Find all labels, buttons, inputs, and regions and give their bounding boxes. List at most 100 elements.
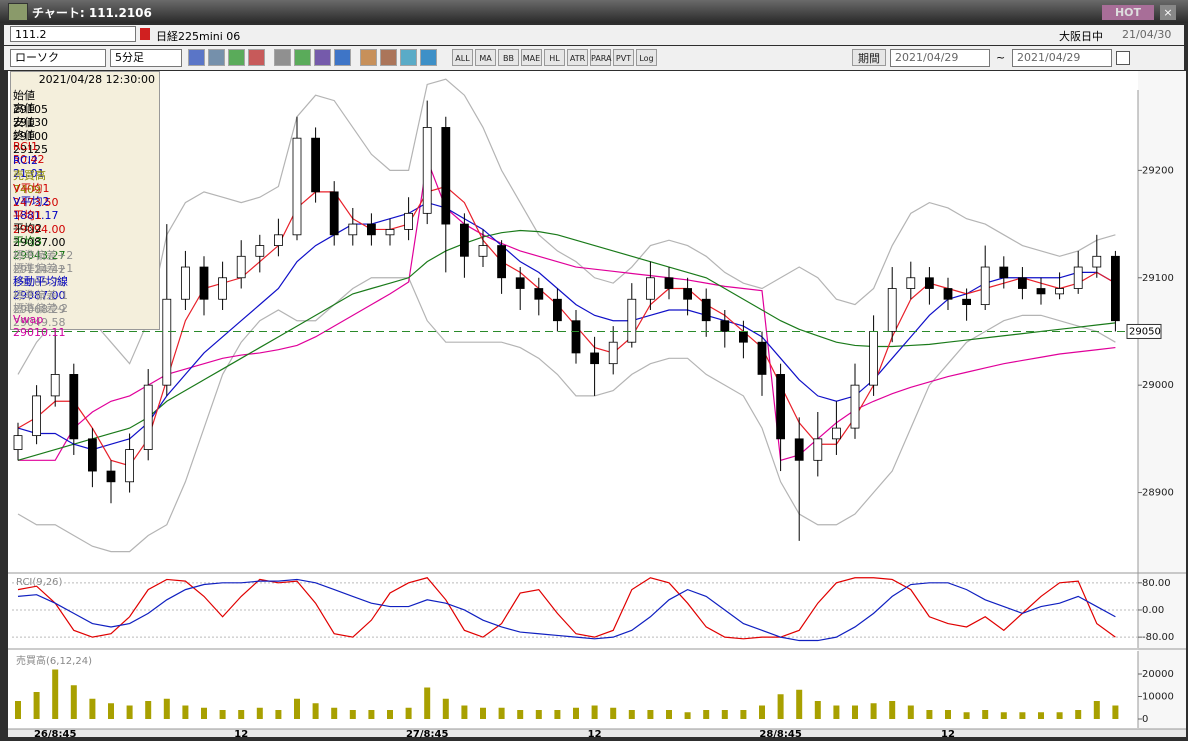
volume-bar	[907, 705, 914, 719]
tool-icon[interactable]	[294, 49, 311, 66]
candle-body	[218, 277, 228, 300]
volume-bar	[405, 707, 412, 719]
volume-bar	[591, 705, 598, 719]
y-tick-label: 29000	[1142, 380, 1174, 391]
candle-body	[646, 277, 655, 300]
candle-body	[32, 395, 41, 437]
volume-bar	[52, 669, 59, 719]
info-label: V平均1	[13, 182, 50, 196]
tool-icon[interactable]	[248, 49, 265, 66]
info-value: 2473.50	[13, 196, 59, 210]
info-label: 標準偏差+2	[13, 248, 74, 262]
volume-bar	[145, 700, 152, 719]
indicator-line	[17, 229, 1116, 461]
candle-body	[125, 449, 134, 483]
candle-body	[739, 331, 748, 343]
volume-bar	[163, 698, 170, 719]
indicator-line	[17, 201, 1116, 451]
tool-button[interactable]: Log	[636, 49, 657, 66]
volume-bar	[573, 707, 579, 719]
volume-bar	[740, 709, 747, 719]
volume-bar	[721, 709, 728, 719]
info-row: V平均1 2473.50	[13, 180, 155, 209]
interval-select[interactable]: 5分足	[110, 49, 182, 67]
volume-bar	[108, 703, 114, 719]
tool-button[interactable]: PARA	[590, 49, 612, 66]
tool-button[interactable]: MA	[475, 49, 496, 66]
close-button[interactable]: ×	[1160, 5, 1176, 20]
x-tick-label: 12	[588, 729, 602, 740]
info-row: RCI2 21.01	[13, 154, 155, 180]
volume-bar	[945, 709, 951, 719]
candle-body	[106, 470, 116, 483]
volume-bar	[1000, 712, 1007, 719]
symbol-code[interactable]: 111.2	[10, 26, 136, 42]
candle-body	[906, 277, 916, 289]
tool-button[interactable]: BB	[498, 49, 519, 66]
info-value: 21.01	[13, 166, 45, 180]
tool-button[interactable]: ATR	[567, 49, 588, 66]
volume-bar	[238, 709, 245, 719]
title-bar: チャート: 111.2106 HOT ×	[0, 0, 1188, 23]
volume-bar	[517, 709, 524, 719]
info-value: 29087.00	[13, 236, 66, 249]
candle-body	[999, 266, 1009, 279]
tool-icon[interactable]	[314, 49, 331, 66]
from-date[interactable]: 2021/04/29	[890, 49, 990, 67]
info-value: 29100	[13, 129, 48, 143]
candle-body	[1055, 288, 1064, 295]
info-value: 29049.58	[13, 315, 66, 329]
tool-icon[interactable]	[400, 49, 417, 66]
tool-icon[interactable]	[334, 49, 351, 66]
to-date[interactable]: 2021/04/29	[1012, 49, 1112, 67]
candle-body	[255, 245, 265, 257]
y-tick-label: 10000	[1142, 691, 1174, 702]
candle-body	[385, 229, 395, 236]
candle-body	[887, 288, 897, 332]
volume-bar	[703, 709, 710, 719]
candle-body	[13, 435, 23, 450]
chart-type-select[interactable]: ローソク	[10, 49, 106, 67]
header-date: 21/04/30	[1122, 28, 1172, 41]
volume-bar	[1112, 705, 1119, 719]
y-tick-label: 0	[1142, 714, 1148, 725]
checkbox[interactable]	[1116, 51, 1130, 65]
tool-button[interactable]: MAE	[521, 49, 542, 66]
tool-icon[interactable]	[208, 49, 225, 66]
candle-body	[199, 266, 209, 300]
indicator-line	[18, 157, 1116, 462]
candle-body	[794, 438, 804, 461]
candle-body	[50, 374, 60, 397]
candle-body	[869, 331, 878, 386]
x-tick-label: 12	[941, 729, 955, 740]
candle-body	[1036, 288, 1046, 295]
symbol-flag	[140, 28, 150, 40]
tool-icon[interactable]	[420, 49, 437, 66]
info-label: 移動平均線	[13, 275, 68, 289]
tool-icon[interactable]	[380, 49, 397, 66]
volume-bar	[368, 709, 375, 719]
candle-body	[143, 384, 153, 450]
volume-bar	[666, 709, 672, 719]
y-tick-label: 28900	[1142, 488, 1174, 499]
tool-icon[interactable]	[274, 49, 291, 66]
hot-button[interactable]: HOT	[1102, 5, 1154, 20]
last-price-label: 29050	[1129, 326, 1161, 337]
info-label: Vwap	[13, 313, 44, 327]
volume-bar	[759, 705, 765, 719]
info-row: 標準偏差+1 29105.71	[13, 260, 155, 289]
tool-button[interactable]: ALL	[452, 49, 473, 66]
candle-body	[497, 245, 507, 279]
tool-icon[interactable]	[360, 49, 377, 66]
volume-bar	[535, 709, 542, 719]
tool-button[interactable]: PVT	[613, 49, 634, 66]
volume-bar	[628, 709, 635, 719]
tool-icon[interactable]	[188, 49, 205, 66]
volume-bar	[126, 705, 133, 719]
info-value: 29010.11	[13, 326, 66, 340]
info-row: 終値 29125	[13, 127, 155, 156]
tool-icon[interactable]	[228, 49, 245, 66]
volume-bar	[610, 707, 617, 719]
tool-button[interactable]: HL	[544, 49, 565, 66]
period-button[interactable]: 期間	[852, 49, 886, 66]
